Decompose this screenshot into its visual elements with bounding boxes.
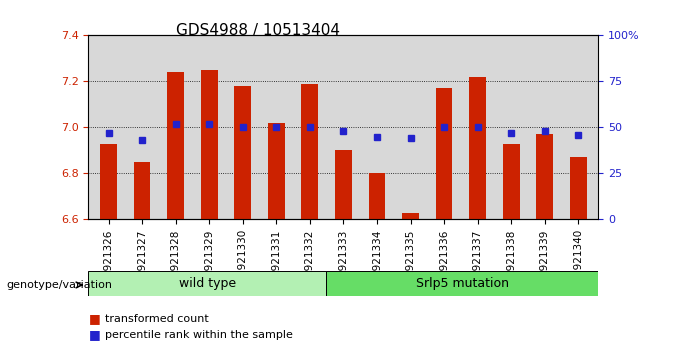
Bar xyxy=(436,88,452,219)
Text: percentile rank within the sample: percentile rank within the sample xyxy=(105,330,293,339)
Bar xyxy=(335,150,352,219)
Bar xyxy=(201,70,218,219)
Text: wild type: wild type xyxy=(179,277,236,290)
Bar xyxy=(469,77,486,219)
Text: ■: ■ xyxy=(88,328,100,341)
Bar xyxy=(301,84,318,219)
Bar xyxy=(235,86,251,219)
Text: ■: ■ xyxy=(88,312,100,325)
Bar xyxy=(268,123,285,219)
Text: genotype/variation: genotype/variation xyxy=(7,280,113,290)
Bar xyxy=(503,144,520,219)
Bar xyxy=(100,144,117,219)
Text: Srlp5 mutation: Srlp5 mutation xyxy=(416,277,509,290)
Bar xyxy=(402,212,419,219)
FancyBboxPatch shape xyxy=(326,271,598,296)
Bar xyxy=(167,72,184,219)
Bar xyxy=(134,162,150,219)
Bar xyxy=(369,173,386,219)
Text: GDS4988 / 10513404: GDS4988 / 10513404 xyxy=(176,23,341,38)
Bar xyxy=(570,157,587,219)
Text: transformed count: transformed count xyxy=(105,314,209,324)
FancyBboxPatch shape xyxy=(88,271,326,296)
Bar xyxy=(537,135,553,219)
